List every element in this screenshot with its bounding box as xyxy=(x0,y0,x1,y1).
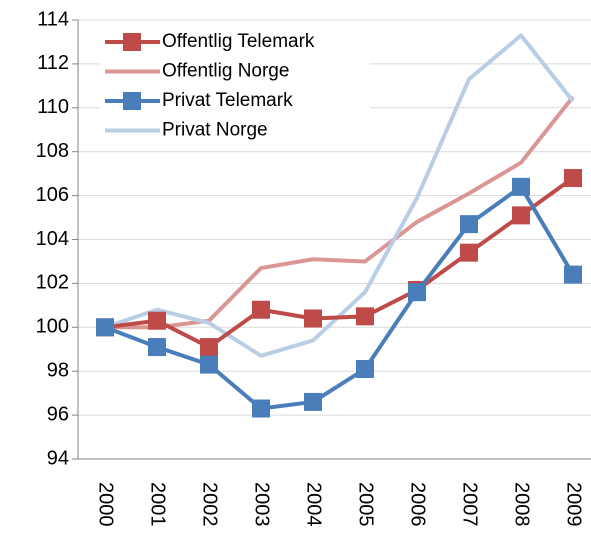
x-tick-label: 2005 xyxy=(355,482,377,527)
legend-marker xyxy=(123,92,141,110)
x-tick-label: 2008 xyxy=(511,482,533,527)
marker xyxy=(512,177,530,196)
marker xyxy=(96,318,114,337)
marker xyxy=(564,265,582,284)
x-tick-label: 2000 xyxy=(95,482,117,527)
series-line xyxy=(104,176,575,350)
legend-label: Offentlig Telemark xyxy=(162,31,315,52)
y-tick-label: 114 xyxy=(37,8,69,30)
series-line xyxy=(104,184,575,411)
marker xyxy=(200,355,218,374)
y-tick-label: 94 xyxy=(47,447,69,469)
marker xyxy=(356,360,374,379)
y-tick-label: 106 xyxy=(36,184,69,206)
marker xyxy=(408,283,426,302)
marker xyxy=(200,338,218,357)
marker xyxy=(460,243,478,262)
legend-label: Offentlig Norge xyxy=(162,61,289,82)
marker xyxy=(564,169,582,188)
x-tick-label: 2002 xyxy=(199,482,221,527)
legend: Offentlig Telemark Offentlig Norge Privat … xyxy=(100,26,370,146)
marker xyxy=(252,399,270,418)
y-tick-label: 112 xyxy=(37,52,69,74)
x-tick-label: 2006 xyxy=(407,482,429,527)
marker xyxy=(148,311,166,330)
marker xyxy=(512,206,530,225)
y-tick-label: 102 xyxy=(36,272,69,294)
marker xyxy=(356,307,374,326)
marker xyxy=(148,338,166,357)
marker xyxy=(252,300,270,319)
y-tick-label: 104 xyxy=(36,228,69,250)
marker xyxy=(304,392,322,411)
y-tick-label: 108 xyxy=(36,140,69,162)
x-tick-label: 2003 xyxy=(251,482,273,527)
y-tick-label: 96 xyxy=(47,403,69,425)
legend-label: Privat Telemark xyxy=(162,90,293,111)
marker xyxy=(460,215,478,234)
x-tick-label: 2007 xyxy=(459,482,481,527)
marker xyxy=(304,309,322,328)
legend-marker xyxy=(123,33,141,51)
y-tick-label: 110 xyxy=(37,96,69,118)
x-tick-label: 2004 xyxy=(303,482,325,527)
x-tick-label: 2009 xyxy=(563,482,585,527)
legend-label: Privat Norge xyxy=(162,120,268,141)
y-tick-label: 100 xyxy=(36,316,69,338)
legend-box xyxy=(100,26,370,146)
y-tick-label: 98 xyxy=(47,359,69,381)
series-line xyxy=(105,95,575,330)
x-tick-label: 2001 xyxy=(147,482,169,527)
